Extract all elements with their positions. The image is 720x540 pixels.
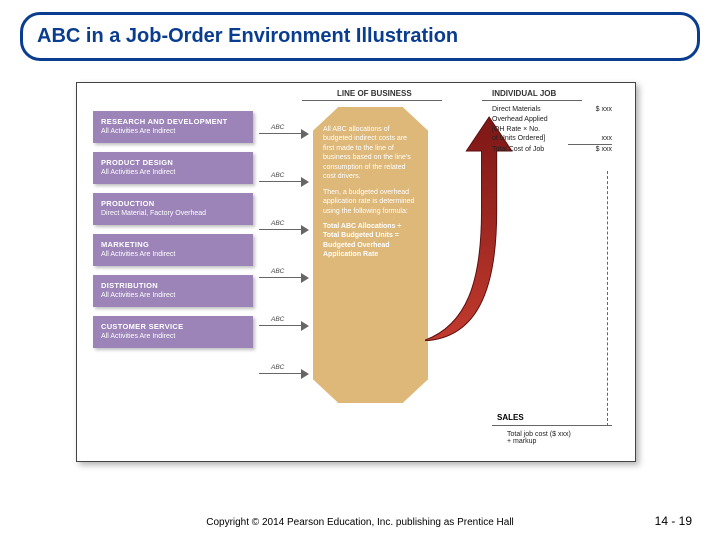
job-row: [OH Rate × No. <box>492 125 612 135</box>
abc-arrow-label: ABC <box>271 124 284 131</box>
column-headers: LINE OF BUSINESS INDIVIDUAL JOB <box>77 87 635 105</box>
lob-text-1: All ABC allocations of budgeted indirect… <box>323 125 418 182</box>
activity-box: PRODUCT DESIGN All Activities Are Indire… <box>93 152 253 184</box>
sales-header: SALES <box>497 413 524 422</box>
job-label: of Units Ordered] <box>492 134 545 144</box>
slide-title-box: ABC in a Job-Order Environment Illustrat… <box>20 12 700 61</box>
job-label: Direct Materials <box>492 105 541 115</box>
job-label: Overhead Applied <box>492 115 548 125</box>
activity-title: CUSTOMER SERVICE <box>101 322 245 331</box>
column-header-line-of-business: LINE OF BUSINESS <box>337 89 412 98</box>
job-value: xxx <box>602 134 613 144</box>
page-number: 14 - 19 <box>655 514 692 528</box>
activity-subtitle: All Activities Are Indirect <box>101 333 245 340</box>
activity-box: RESEARCH AND DEVELOPMENT All Activities … <box>93 111 253 143</box>
copyright-text: Copyright © 2014 Pearson Education, Inc.… <box>0 517 720 528</box>
activity-subtitle: All Activities Are Indirect <box>101 292 245 299</box>
diagram-frame: LINE OF BUSINESS INDIVIDUAL JOB RESEARCH… <box>76 82 636 462</box>
activity-box: PRODUCTION Direct Material, Factory Over… <box>93 193 253 225</box>
abc-arrow-label: ABC <box>271 172 284 179</box>
sales-line-1: Total job cost ($ xxx) <box>507 431 571 438</box>
activity-title: PRODUCT DESIGN <box>101 158 245 167</box>
abc-arrow: ABC <box>253 271 311 285</box>
job-row: Total Cost of Job $ xxx <box>492 145 612 155</box>
activity-subtitle: All Activities Are Indirect <box>101 251 245 258</box>
lob-formula: Total ABC Allocations ÷ Total Budgeted U… <box>323 222 418 260</box>
job-row: Direct Materials $ xxx <box>492 105 612 115</box>
job-label: Total Cost of Job <box>492 145 544 155</box>
column-header-individual-job: INDIVIDUAL JOB <box>492 89 556 98</box>
activity-column: RESEARCH AND DEVELOPMENT All Activities … <box>93 111 253 357</box>
activity-box: MARKETING All Activities Are Indirect <box>93 234 253 266</box>
dashed-connector <box>607 171 608 426</box>
activity-box: CUSTOMER SERVICE All Activities Are Indi… <box>93 316 253 348</box>
sales-line-2: + markup <box>507 438 571 445</box>
activity-title: DISTRIBUTION <box>101 281 245 290</box>
line-of-business-panel: All ABC allocations of budgeted indirect… <box>313 107 428 403</box>
abc-arrow-label: ABC <box>271 316 284 323</box>
abc-arrow: ABC <box>253 367 311 381</box>
abc-arrow: ABC <box>253 175 311 189</box>
activity-subtitle: All Activities Are Indirect <box>101 128 245 135</box>
job-value: $ xxx <box>596 105 612 115</box>
activity-subtitle: All Activities Are Indirect <box>101 169 245 176</box>
abc-arrow: ABC <box>253 223 311 237</box>
activity-box: DISTRIBUTION All Activities Are Indirect <box>93 275 253 307</box>
activity-title: RESEARCH AND DEVELOPMENT <box>101 117 245 126</box>
sales-underline <box>492 425 612 426</box>
abc-arrow: ABC <box>253 319 311 333</box>
slide-title: ABC in a Job-Order Environment Illustrat… <box>37 25 683 48</box>
abc-arrow-label: ABC <box>271 268 284 275</box>
sales-block: Total job cost ($ xxx) + markup <box>507 431 571 445</box>
abc-arrow: ABC <box>253 127 311 141</box>
job-row: Overhead Applied <box>492 115 612 125</box>
abc-arrow-label: ABC <box>271 220 284 227</box>
abc-arrow-label: ABC <box>271 364 284 371</box>
activity-subtitle: Direct Material, Factory Overhead <box>101 210 245 217</box>
job-row: of Units Ordered] xxx <box>492 134 612 144</box>
lob-text-2: Then, a budgeted overhead application ra… <box>323 188 418 216</box>
activity-title: MARKETING <box>101 240 245 249</box>
job-value: $ xxx <box>596 145 612 155</box>
job-cost-block: Direct Materials $ xxx Overhead Applied … <box>492 105 612 155</box>
activity-title: PRODUCTION <box>101 199 245 208</box>
job-label: [OH Rate × No. <box>492 125 540 135</box>
